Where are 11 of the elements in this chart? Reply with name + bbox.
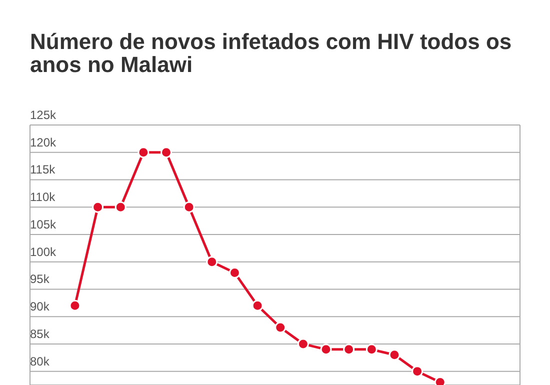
y-tick-label: 105k [30,217,58,232]
y-tick-label: 85k [30,326,50,341]
y-tick-label: 95k [30,272,50,286]
y-tick-label: 80k [30,354,50,368]
y-tick-label: 100k [30,244,58,259]
y-tick-label: 90k [30,300,50,314]
y-tick-label: 125k [30,108,58,122]
y-tick-label: 120k [30,135,58,150]
y-tick-label: 115k [30,162,56,177]
chart-title: Número de novos infetados com HIV todos os anos no Malawi [30,29,513,77]
y-tick-label: 110k [30,190,56,204]
